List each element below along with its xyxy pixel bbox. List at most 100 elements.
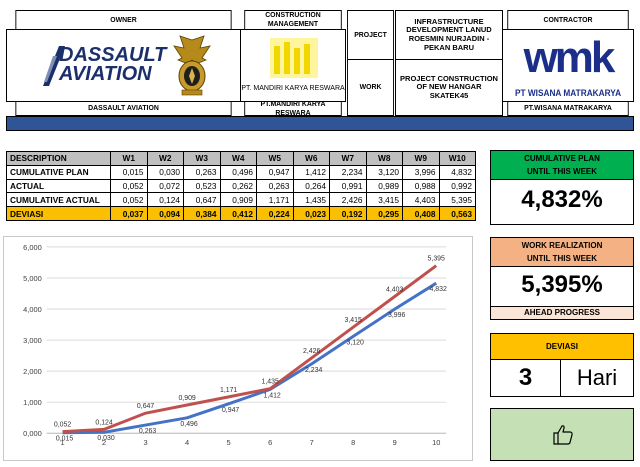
chart-series bbox=[62, 264, 438, 435]
data-label: 3,996 bbox=[388, 312, 405, 319]
y-tick-label: 4,000 bbox=[23, 305, 42, 314]
table-cell: 0,124 bbox=[146, 192, 184, 208]
data-label: 1,171 bbox=[220, 387, 237, 394]
cumulative-plan-header: CUMULATIVE PLAN UNTIL THIS WEEK bbox=[491, 151, 633, 180]
owner-name: DASSAULT AVIATION bbox=[15, 101, 232, 116]
table-cell: 0,263 bbox=[256, 178, 294, 194]
data-label: 0,052 bbox=[54, 422, 71, 429]
table-cell: 0,947 bbox=[256, 164, 294, 180]
thumbs-up-icon bbox=[553, 425, 573, 445]
data-label: 3,120 bbox=[347, 339, 364, 346]
table-row-deviasi: DEVIASI 0,037 0,094 0,384 0,412 0,224 0,… bbox=[6, 206, 476, 221]
table-cell: 1,435 bbox=[292, 192, 330, 208]
x-tick-label: 2 bbox=[102, 438, 106, 447]
table-cell: 0,015 bbox=[110, 164, 148, 180]
cm-logo-area: PT. MANDIRI KARYA RESWARA bbox=[240, 29, 346, 102]
table-cell: 1,171 bbox=[256, 192, 294, 208]
column-header: W9 bbox=[402, 151, 440, 166]
deviasi-box: DEVIASI 3 Hari bbox=[490, 333, 634, 397]
progress-chart: 0,000 1,000 2,000 3,000 4,000 5,000 6,000 1 2 3 4… bbox=[3, 236, 473, 461]
dassault-emblem-icon bbox=[43, 46, 65, 86]
data-label: 4,403 bbox=[386, 287, 403, 294]
column-header: W1 bbox=[110, 151, 148, 166]
table-cell: 1,412 bbox=[292, 164, 330, 180]
data-label: 0,496 bbox=[180, 421, 197, 428]
data-label: 5,395 bbox=[428, 256, 445, 263]
deviasi-header: DEVIASI bbox=[491, 334, 633, 360]
table-cell: 0,563 bbox=[438, 206, 476, 221]
dassault-logo: DASSAULT AVIATION bbox=[43, 44, 168, 88]
chart-x-ticks: 1 2 3 4 5 6 7 8 9 10 bbox=[61, 438, 441, 447]
eagle-emblem-icon bbox=[173, 35, 211, 96]
plan-title-line1: CUMULATIVE PLAN bbox=[524, 154, 600, 163]
cm-logo bbox=[270, 38, 318, 78]
table-cell: 0,052 bbox=[110, 178, 148, 194]
table-cell: 0,263 bbox=[183, 164, 221, 180]
status-box bbox=[490, 408, 634, 461]
column-header: W4 bbox=[219, 151, 257, 166]
table-cell: 0,094 bbox=[146, 206, 184, 221]
deviasi-value: 3 bbox=[491, 360, 561, 396]
table-row-cumulative-actual: CUMULATIVE ACTUAL 0,052 0,124 0,647 0,90… bbox=[6, 192, 476, 208]
y-tick-label: 1,000 bbox=[23, 398, 42, 407]
ahead-progress-bar: AHEAD PROGRESS bbox=[491, 306, 633, 319]
row-label: ACTUAL bbox=[6, 178, 111, 194]
chart-y-ticks: 0,000 1,000 2,000 3,000 4,000 5,000 6,000 bbox=[23, 243, 42, 438]
table-cell: 0,052 bbox=[110, 192, 148, 208]
column-header: W8 bbox=[365, 151, 403, 166]
column-header: W5 bbox=[256, 151, 294, 166]
plan-title-line2: UNTIL THIS WEEK bbox=[526, 167, 598, 176]
progress-table: DESCRIPTION W1 W2 W3 W4 W5 W6 W7 W8 W9 W… bbox=[6, 151, 476, 221]
data-label: 0,647 bbox=[137, 403, 154, 410]
cm-header: CONSTRUCTION MANAGEMENT bbox=[244, 10, 342, 30]
real-value: 5,395% bbox=[521, 271, 603, 298]
column-header: W2 bbox=[146, 151, 184, 166]
data-label: 0,909 bbox=[178, 395, 195, 402]
y-tick-label: 0,000 bbox=[23, 429, 42, 438]
x-tick-label: 4 bbox=[185, 438, 189, 447]
cumulative-plan-box: CUMULATIVE PLAN UNTIL THIS WEEK 4,832% bbox=[490, 150, 634, 225]
table-cell: 0,384 bbox=[183, 206, 221, 221]
real-title-line1: WORK REALIZATION bbox=[521, 241, 603, 250]
data-label: 2,426 bbox=[303, 348, 320, 355]
real-status: AHEAD PROGRESS bbox=[523, 308, 600, 317]
x-tick-label: 9 bbox=[393, 438, 397, 447]
mandiri-logo-icon bbox=[270, 38, 318, 78]
table-cell: 3,415 bbox=[365, 192, 403, 208]
table-cell: 0,412 bbox=[219, 206, 257, 221]
x-tick-label: 10 bbox=[432, 438, 440, 447]
table-cell: 5,395 bbox=[438, 192, 476, 208]
table-cell: 0,072 bbox=[146, 178, 184, 194]
project-value: INFRASTRUCTURE DEVELOPMENT LANUD ROESMIN… bbox=[395, 10, 503, 60]
y-tick-label: 5,000 bbox=[23, 274, 42, 283]
table-cell: 0,909 bbox=[219, 192, 257, 208]
column-header: DESCRIPTION bbox=[6, 151, 111, 166]
column-header: W10 bbox=[438, 151, 476, 166]
series-line-1 bbox=[62, 264, 438, 434]
table-cell: 0,295 bbox=[365, 206, 403, 221]
row-label: DEVIASI bbox=[6, 206, 111, 221]
cm-name: PT.MANDIRI KARYA RESWARA bbox=[244, 99, 342, 116]
table-cell: 2,426 bbox=[329, 192, 367, 208]
table-cell: 0,262 bbox=[219, 178, 257, 194]
table-cell: 3,120 bbox=[365, 164, 403, 180]
table-cell: 0,023 bbox=[292, 206, 330, 221]
row-label: CUMULATIVE PLAN bbox=[6, 164, 111, 180]
table-cell: 0,030 bbox=[146, 164, 184, 180]
table-cell: 0,496 bbox=[219, 164, 257, 180]
data-label: 1,435 bbox=[261, 379, 278, 386]
table-cell: 0,523 bbox=[183, 178, 221, 194]
table-cell: 0,408 bbox=[402, 206, 440, 221]
contractor-logo-caption: PT WISANA MATRAKARYA bbox=[514, 87, 622, 98]
table-cell: 0,988 bbox=[402, 178, 440, 194]
project-label: PROJECT bbox=[347, 10, 394, 60]
chart-gridlines bbox=[46, 246, 447, 434]
y-tick-label: 3,000 bbox=[23, 336, 42, 345]
x-tick-label: 3 bbox=[144, 438, 148, 447]
deviasi-title: DEVIASI bbox=[545, 342, 578, 351]
work-value: PROJECT CONSTRUCTION OF NEW HANGAR SKATE… bbox=[395, 59, 503, 116]
table-row-cumulative-plan: CUMULATIVE PLAN 0,015 0,030 0,263 0,496 … bbox=[6, 164, 476, 180]
work-realization-box: WORK REALIZATION UNTIL THIS WEEK 5,395% … bbox=[490, 237, 634, 320]
data-label: 3,415 bbox=[345, 317, 362, 324]
data-label: 0,263 bbox=[139, 428, 156, 435]
